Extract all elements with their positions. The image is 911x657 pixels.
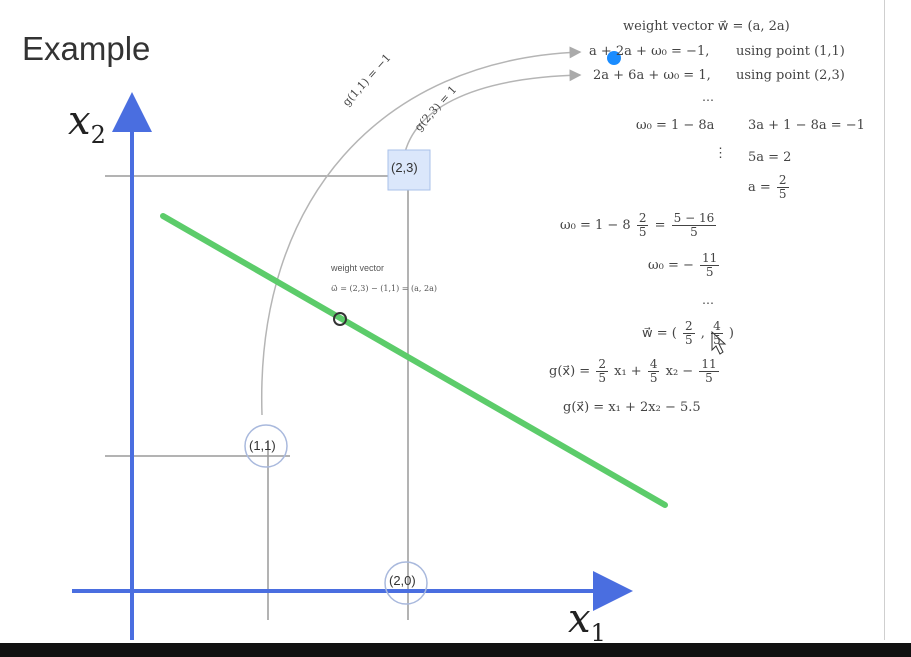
midpoint-marker [333, 312, 347, 326]
point-label-2-3: (2,3) [391, 160, 418, 175]
note-formula: ω⃗ = (2,3) − (1,1) = (a, 2a) [331, 284, 437, 293]
eq-g-final: g(x⃗) = x₁ + 2x₂ − 5.5 [563, 400, 701, 415]
point-circle-1-1 [244, 424, 288, 468]
slide-title: Example [22, 30, 151, 67]
note-heading: weight vector [331, 263, 385, 273]
eq-point11-note: using point (1,1) [736, 44, 845, 59]
eq-weight-vector: weight vector w⃗ = (a, 2a) [623, 19, 790, 34]
mouse-cursor-icon [711, 330, 727, 355]
eq-dots-2: ⋯ [702, 296, 714, 310]
eq-point11: a + 2a + ω₀ = −1, [589, 44, 710, 59]
eq-vdots: ⋮ [714, 146, 727, 161]
pointer-dot [607, 51, 621, 65]
point-circle-2-0 [384, 561, 428, 605]
decision-boundary [160, 213, 668, 508]
point-label-1-1: (1,1) [249, 438, 276, 453]
eq-w0-result: ω₀ = − 11 5 [648, 251, 720, 279]
eq-w0: ω₀ = 1 − 8a [636, 118, 715, 133]
curve-g11 [261, 46, 582, 416]
x-axis-label: x1 [568, 596, 606, 647]
y-axis-label: x2 [68, 98, 106, 149]
curve-g23 [402, 69, 582, 163]
eq-point23-note: using point (2,3) [736, 68, 845, 83]
bottom-bar [0, 643, 911, 657]
eq-5a: 5a = 2 [748, 150, 792, 165]
eq-dots-1: ⋯ [702, 93, 714, 107]
eq-point23: 2a + 6a + ω₀ = 1, [593, 68, 711, 83]
point-box-2-3 [387, 149, 431, 191]
point-label-2-0: (2,0) [389, 573, 416, 588]
eq-substitute: 3a + 1 − 8a = −1 [748, 118, 865, 133]
